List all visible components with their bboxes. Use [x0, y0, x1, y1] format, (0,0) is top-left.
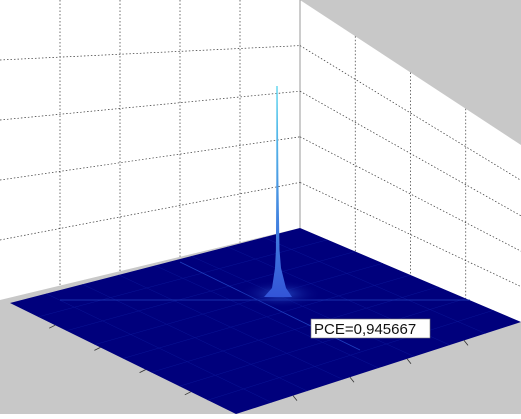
- grid-line-z-left: [0, 45, 301, 61]
- grid-line-z-left: [0, 136, 301, 181]
- surface-mesh-line: [179, 298, 466, 387]
- grid-lines: [0, 0, 521, 299]
- surface-mesh-line: [263, 237, 486, 334]
- surface-mesh-line: [154, 265, 379, 369]
- y-axis-tick: [406, 358, 412, 365]
- axis-ticks: [49, 324, 469, 401]
- grid-line-z-right: [299, 182, 521, 287]
- grid-line-z-right: [299, 136, 521, 252]
- y-axis-tick: [349, 376, 355, 383]
- x-axis-tick: [184, 391, 191, 396]
- y-axis-tick: [463, 340, 469, 346]
- x-axis-tick: [49, 324, 56, 329]
- x-axis-tick: [94, 347, 101, 351]
- grid-line-z-left: [0, 90, 301, 121]
- surface-mesh-line: [207, 310, 494, 401]
- x-axis-tick: [139, 369, 146, 373]
- surface-floor: [10, 228, 521, 414]
- surface-mesh-line: [151, 286, 439, 373]
- surface-mesh-line: [191, 255, 415, 357]
- left-back-wall: [0, 0, 300, 300]
- grid-line-z-right: [299, 45, 521, 181]
- y-axis-tick: [292, 395, 298, 401]
- peak-spike: [264, 86, 292, 297]
- pce-annotation-box: [310, 318, 431, 339]
- pce-annotation-text: PCE=0,945667: [314, 321, 416, 338]
